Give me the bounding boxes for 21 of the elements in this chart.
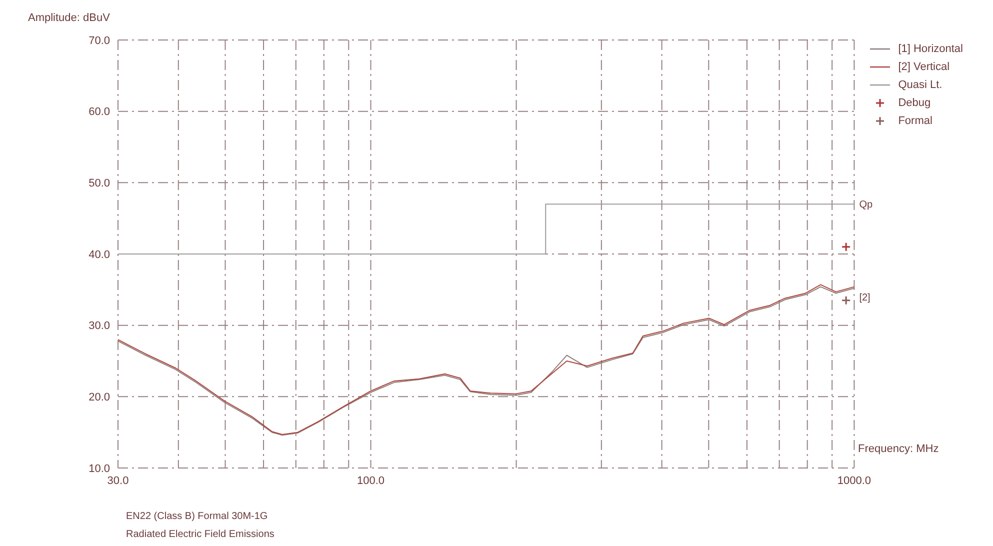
y-axis-title: Amplitude: dBuV: [28, 12, 110, 24]
annotation: Qp: [859, 200, 873, 211]
legend-label: [2] Vertical: [898, 60, 950, 75]
y-tick-label: 10.0: [88, 462, 110, 475]
y-tick-label: 30.0: [88, 320, 110, 332]
text: EN22 (Class B) Formal 30M-1G: [126, 510, 269, 524]
legend-label: [1] Horizontal: [898, 42, 963, 57]
x-tick-label: 1000.0: [837, 474, 872, 487]
x-tick-label: 30.0: [107, 474, 129, 487]
y-tick-label: 60.0: [88, 106, 110, 118]
y-tick-label: 20.0: [88, 392, 110, 404]
text: Radiated Electric Field Emissions: [126, 528, 274, 542]
y-tick-label: 50.0: [88, 178, 110, 190]
legend-label: Quasi Lt.: [898, 78, 942, 93]
y-tick-label: 70.0: [88, 34, 110, 47]
y-tick-label: 40.0: [88, 248, 110, 261]
annotation: [2]: [859, 292, 871, 304]
x-axis-title: Frequency: MHz: [858, 443, 939, 455]
legend-label: Formal: [898, 114, 932, 129]
x-tick-label: 100.0: [357, 474, 385, 487]
legend-label: Debug: [898, 96, 931, 111]
